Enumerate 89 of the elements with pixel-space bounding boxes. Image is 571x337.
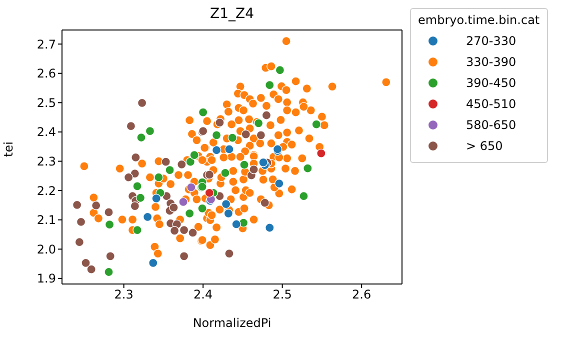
point: [136, 193, 146, 203]
point: [86, 264, 96, 274]
point: [184, 208, 194, 218]
point: [188, 228, 198, 238]
point: [198, 204, 207, 214]
y-tick-label: 2.1: [36, 213, 56, 228]
point: [170, 226, 180, 236]
point: [256, 130, 266, 140]
point: [177, 160, 186, 170]
point: [232, 220, 242, 229]
point: [124, 172, 134, 182]
point: [72, 200, 82, 210]
point: [224, 208, 234, 218]
point: [241, 130, 251, 139]
y-tick-label: 1.9: [36, 272, 56, 286]
legend-title: embryo.time.bin.cat: [418, 13, 540, 27]
point: [131, 152, 140, 162]
point: [130, 201, 140, 211]
y-tick-label: 2.7: [36, 37, 56, 52]
point: [221, 199, 231, 209]
point: [190, 150, 200, 160]
point: [186, 182, 196, 192]
point: [220, 168, 230, 178]
point: [74, 237, 84, 247]
y-tick-label: 2.2: [36, 184, 56, 198]
point: [212, 145, 222, 155]
point: [258, 158, 268, 168]
legend-label: > 650: [466, 138, 503, 152]
point: [212, 130, 222, 140]
point: [316, 148, 326, 158]
x-tick-label: 2.5: [272, 288, 292, 302]
point: [299, 191, 308, 201]
point: [152, 194, 161, 204]
point: [104, 208, 114, 217]
point: [148, 258, 158, 268]
point: [179, 252, 189, 261]
point: [126, 121, 136, 131]
point: [169, 202, 178, 212]
y-axis-title: tei: [1, 142, 16, 157]
y-tick-label: 2.3: [36, 154, 56, 169]
point: [204, 170, 214, 180]
legend-label: 270-330: [466, 34, 516, 48]
point: [106, 252, 115, 261]
y-tick-label: 2.5: [36, 96, 56, 110]
point: [76, 217, 86, 227]
point: [136, 132, 146, 142]
point: [104, 267, 114, 277]
point: [249, 164, 258, 174]
point: [145, 126, 155, 136]
x-axis-title: NormalizedPi: [192, 316, 272, 330]
point: [132, 225, 142, 235]
point: [262, 110, 272, 120]
chart-title: Z1_Z4: [210, 6, 254, 22]
point: [165, 165, 174, 175]
point: [264, 223, 274, 232]
point: [178, 197, 188, 207]
x-tick-label: 2.4: [194, 288, 213, 302]
point: [132, 182, 142, 191]
y-tick-label: 2.6: [36, 66, 56, 81]
point: [91, 200, 101, 210]
point: [204, 188, 214, 198]
point: [228, 133, 238, 142]
point: [137, 98, 147, 108]
x-tick-label: 2.6: [352, 288, 372, 302]
x-tick-label: 2.3: [114, 288, 134, 302]
point: [240, 160, 249, 170]
point: [260, 198, 270, 208]
point: [303, 164, 312, 173]
legend-label: 450-510: [466, 96, 516, 110]
y-tick-label: 2.4: [36, 125, 56, 140]
point: [186, 157, 196, 166]
legend-label: 390-450: [466, 76, 516, 90]
point: [104, 220, 114, 230]
point: [154, 172, 164, 182]
point: [224, 144, 234, 154]
point: [81, 258, 90, 268]
point: [179, 225, 189, 235]
y-tick-label: 2.0: [36, 242, 56, 256]
legend-label: 580-650: [466, 118, 516, 132]
point: [312, 120, 322, 129]
point: [264, 80, 274, 90]
point: [274, 178, 284, 188]
legend-label: 330-390: [466, 54, 516, 68]
point: [198, 108, 208, 117]
point: [215, 118, 224, 128]
point: [275, 65, 285, 75]
point: [161, 157, 170, 166]
point: [142, 212, 152, 222]
point: [224, 248, 234, 258]
